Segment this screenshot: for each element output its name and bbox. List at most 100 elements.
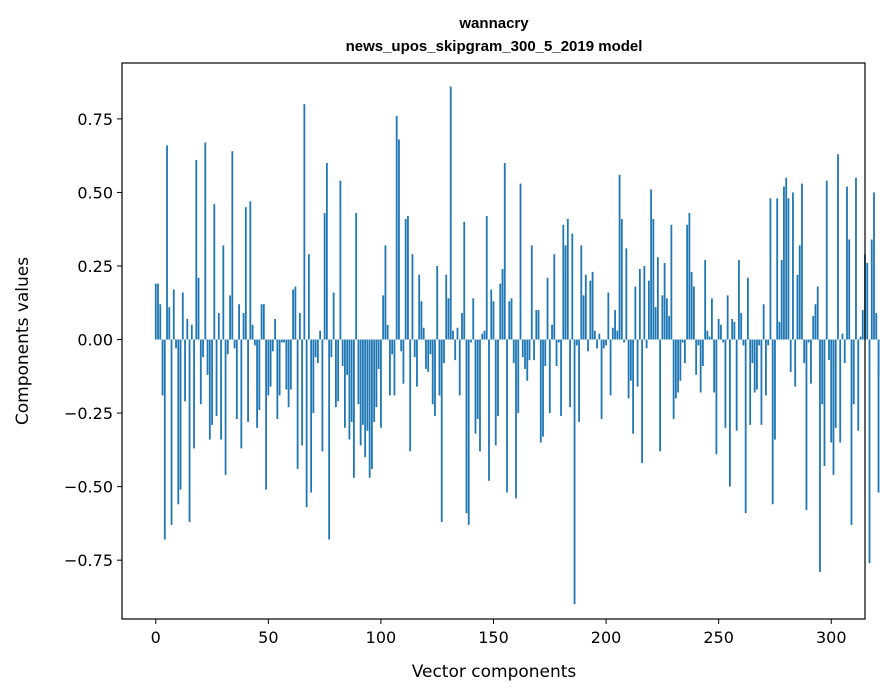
bar-40 xyxy=(244,207,247,340)
bar-236 xyxy=(686,224,689,340)
bar-245 xyxy=(706,330,709,340)
bar-277 xyxy=(778,321,781,340)
bar-22 xyxy=(204,142,207,340)
bar-61 xyxy=(292,289,295,340)
y-axis-label: Components values xyxy=(13,257,33,425)
bar-164 xyxy=(524,339,526,369)
y-tick-label: −0.75 xyxy=(64,551,113,570)
bar-246 xyxy=(708,336,711,340)
bar-203 xyxy=(611,327,614,340)
y-axis-ticks: −0.75 −0.50 −0.25 0.00 0.25 0.50 0.75 xyxy=(64,110,122,570)
bar-189 xyxy=(580,245,583,340)
bar-301 xyxy=(832,339,835,475)
bar-83 xyxy=(341,339,344,367)
bar-26 xyxy=(213,204,216,340)
bar-33 xyxy=(229,295,231,340)
bar-36 xyxy=(235,339,238,419)
bar-97 xyxy=(373,339,376,422)
bar-216 xyxy=(641,339,643,464)
bar-43 xyxy=(251,324,254,340)
bar-124 xyxy=(434,339,436,417)
bar-250 xyxy=(717,318,720,340)
bar-198 xyxy=(600,339,603,419)
bar-193 xyxy=(589,280,592,340)
bar-70 xyxy=(312,339,315,414)
bar-96 xyxy=(371,339,373,469)
bar-74 xyxy=(321,339,324,452)
bar-114 xyxy=(411,254,414,340)
bar-118 xyxy=(420,301,423,340)
bar-254 xyxy=(726,295,729,340)
bar-44 xyxy=(253,339,256,346)
bar-159 xyxy=(512,339,515,364)
bar-255 xyxy=(729,339,731,487)
bar-209 xyxy=(625,248,628,340)
bar-237 xyxy=(688,213,691,340)
bar-47 xyxy=(260,304,263,340)
bar-53 xyxy=(274,318,276,340)
bar-267 xyxy=(756,339,758,390)
bar-231 xyxy=(674,339,677,399)
bar-27 xyxy=(215,339,218,417)
bar-238 xyxy=(690,271,693,340)
bar-151 xyxy=(494,339,497,446)
bar-275 xyxy=(774,339,776,440)
bar-12 xyxy=(181,292,184,340)
bar-121 xyxy=(427,339,430,372)
bar-202 xyxy=(609,339,612,396)
bar-244 xyxy=(704,260,707,340)
bar-145 xyxy=(481,333,484,340)
bar-117 xyxy=(418,274,421,340)
bar-86 xyxy=(348,339,351,440)
bar-158 xyxy=(510,298,513,340)
bar-226 xyxy=(663,263,666,340)
bar-229 xyxy=(670,224,673,340)
bar-138 xyxy=(465,339,468,514)
chart-title: wannacry xyxy=(458,15,529,32)
bar-82 xyxy=(339,180,342,340)
bar-310 xyxy=(852,339,855,405)
bar-169 xyxy=(535,310,538,340)
bar-182 xyxy=(564,245,567,340)
bar-214 xyxy=(636,339,639,387)
bar-126 xyxy=(438,339,441,396)
bar-194 xyxy=(591,271,594,340)
bar-252 xyxy=(722,339,725,343)
bar-221 xyxy=(652,218,655,340)
bar-241 xyxy=(697,339,700,346)
bar-222 xyxy=(654,307,657,340)
bar-88 xyxy=(353,339,355,478)
bar-34 xyxy=(231,151,234,340)
bar-317 xyxy=(868,339,871,564)
bar-200 xyxy=(605,339,607,346)
bar-85 xyxy=(346,339,349,375)
bar-79 xyxy=(332,292,335,340)
bar-302 xyxy=(834,339,837,428)
bar-304 xyxy=(839,339,842,443)
bar-206 xyxy=(618,174,621,340)
bar-68 xyxy=(307,254,310,340)
bar-136 xyxy=(461,313,463,340)
bar-305 xyxy=(841,333,844,340)
bar-95 xyxy=(368,339,371,478)
bar-102 xyxy=(384,245,387,340)
bar-235 xyxy=(683,339,686,364)
bar-262 xyxy=(744,339,747,514)
bar-240 xyxy=(695,339,698,375)
bar-130 xyxy=(447,298,450,340)
bar-56 xyxy=(280,339,283,343)
bar-210 xyxy=(627,339,630,399)
bar-73 xyxy=(319,330,322,340)
bar-3 xyxy=(161,339,164,396)
bar-273 xyxy=(769,198,772,340)
x-tick-label: 50 xyxy=(258,628,278,647)
bar-156 xyxy=(506,339,508,493)
x-axis-label: Vector components xyxy=(412,662,577,682)
bar-268 xyxy=(758,339,761,346)
bar-199 xyxy=(602,339,605,349)
bar-251 xyxy=(720,324,722,340)
bar-4 xyxy=(163,339,166,540)
bar-101 xyxy=(382,295,385,340)
bar-93 xyxy=(364,339,367,458)
bar-11 xyxy=(179,339,182,490)
